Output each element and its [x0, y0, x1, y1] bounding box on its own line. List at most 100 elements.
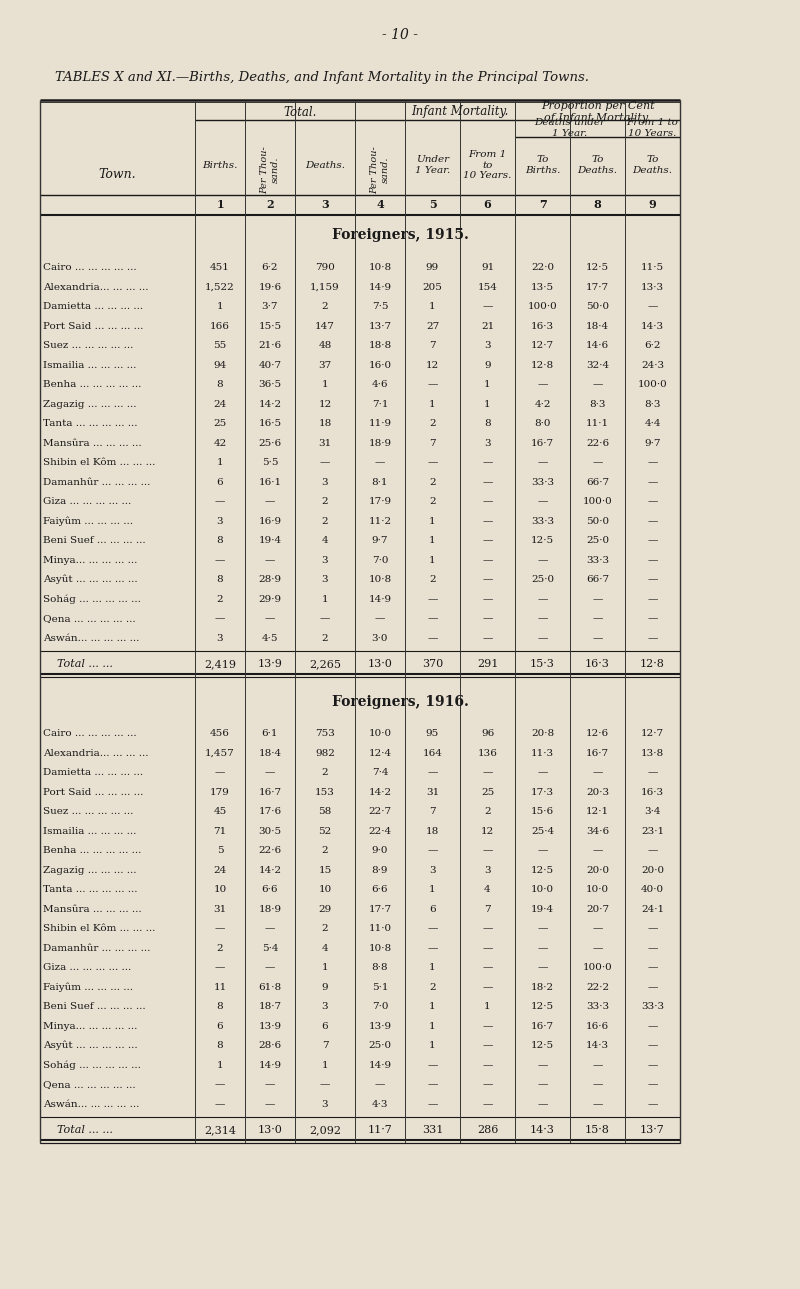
Text: 28·6: 28·6 — [258, 1042, 282, 1051]
Text: —: — — [538, 615, 548, 624]
Text: 6: 6 — [217, 1022, 223, 1031]
Text: 16·7: 16·7 — [531, 1022, 554, 1031]
Text: 18: 18 — [426, 826, 439, 835]
Text: 1,159: 1,159 — [310, 282, 340, 291]
Text: 179: 179 — [210, 788, 230, 797]
Text: —: — — [647, 556, 658, 565]
Text: 2: 2 — [266, 200, 274, 210]
Text: 33·3: 33·3 — [641, 1003, 664, 1012]
Text: 154: 154 — [478, 282, 498, 291]
Text: 7: 7 — [429, 438, 436, 447]
Text: 12·5: 12·5 — [531, 536, 554, 545]
Text: 28·9: 28·9 — [258, 575, 282, 584]
Text: 30·5: 30·5 — [258, 826, 282, 835]
Text: 8·1: 8·1 — [372, 478, 388, 487]
Text: To
Deaths.: To Deaths. — [633, 155, 673, 175]
Text: —: — — [320, 615, 330, 624]
Text: 13·9: 13·9 — [369, 1022, 391, 1031]
Text: 25: 25 — [481, 788, 494, 797]
Text: Per Thou-
sand.: Per Thou- sand. — [370, 146, 390, 193]
Text: —: — — [538, 498, 548, 507]
Text: —: — — [538, 1061, 548, 1070]
Text: —: — — [427, 944, 438, 953]
Text: 6: 6 — [484, 200, 491, 210]
Text: 11·1: 11·1 — [586, 419, 609, 428]
Text: Faiyûm ... ... ... ...: Faiyûm ... ... ... ... — [43, 517, 133, 526]
Text: - 10 -: - 10 - — [382, 28, 418, 43]
Text: 6: 6 — [322, 1022, 328, 1031]
Text: 9·7: 9·7 — [644, 438, 661, 447]
Text: —: — — [482, 924, 493, 933]
Text: 24: 24 — [214, 400, 226, 409]
Text: 10·8: 10·8 — [369, 944, 391, 953]
Text: —: — — [215, 768, 225, 777]
Text: Under
1 Year.: Under 1 Year. — [415, 155, 450, 175]
Text: TABLES X and XI.—Births, Deaths, and Infant Mortality in the Principal Towns.: TABLES X and XI.—Births, Deaths, and Inf… — [55, 71, 589, 85]
Text: 45: 45 — [214, 807, 226, 816]
Text: —: — — [427, 459, 438, 467]
Text: 17·3: 17·3 — [531, 788, 554, 797]
Text: 370: 370 — [422, 659, 443, 669]
Text: 10: 10 — [214, 886, 226, 895]
Text: 4: 4 — [376, 200, 384, 210]
Text: 94: 94 — [214, 361, 226, 370]
Text: —: — — [592, 768, 602, 777]
Text: 10·0: 10·0 — [586, 886, 609, 895]
Text: Qena ... ... ... ... ...: Qena ... ... ... ... ... — [43, 1080, 136, 1089]
Text: 2: 2 — [322, 498, 328, 507]
Text: Shibin el Kôm ... ... ...: Shibin el Kôm ... ... ... — [43, 924, 155, 933]
Text: 3·7: 3·7 — [262, 302, 278, 311]
Text: —: — — [538, 768, 548, 777]
Text: 66·7: 66·7 — [586, 478, 609, 487]
Text: 36·5: 36·5 — [258, 380, 282, 389]
Text: Damanhûr ... ... ... ...: Damanhûr ... ... ... ... — [43, 478, 150, 487]
Text: 14·2: 14·2 — [258, 400, 282, 409]
Text: —: — — [265, 498, 275, 507]
Text: 13·8: 13·8 — [641, 749, 664, 758]
Text: 12·4: 12·4 — [369, 749, 391, 758]
Text: 1: 1 — [429, 302, 436, 311]
Text: 22·0: 22·0 — [531, 263, 554, 272]
Text: 11·3: 11·3 — [531, 749, 554, 758]
Text: 9: 9 — [322, 982, 328, 991]
Text: Foreigners, 1916.: Foreigners, 1916. — [331, 695, 469, 709]
Text: 10·0: 10·0 — [531, 886, 554, 895]
Text: 33·3: 33·3 — [586, 556, 609, 565]
Text: —: — — [215, 924, 225, 933]
Text: —: — — [647, 963, 658, 972]
Text: 1: 1 — [217, 459, 223, 467]
Text: —: — — [265, 768, 275, 777]
Text: 17·9: 17·9 — [369, 498, 391, 507]
Text: Tanta ... ... ... ... ...: Tanta ... ... ... ... ... — [43, 886, 138, 895]
Text: —: — — [482, 302, 493, 311]
Text: 136: 136 — [478, 749, 498, 758]
Text: 7·0: 7·0 — [372, 1003, 388, 1012]
Text: —: — — [482, 615, 493, 624]
Text: 2: 2 — [322, 302, 328, 311]
Text: —: — — [427, 380, 438, 389]
Text: 2: 2 — [429, 478, 436, 487]
Text: —: — — [265, 924, 275, 933]
Text: 3: 3 — [484, 438, 491, 447]
Text: 22·6: 22·6 — [258, 847, 282, 855]
Text: —: — — [482, 498, 493, 507]
Text: From 1
to
10 Years.: From 1 to 10 Years. — [463, 150, 512, 180]
Text: Births.: Births. — [202, 161, 238, 169]
Text: 13·9: 13·9 — [258, 659, 282, 669]
Text: 7·5: 7·5 — [372, 302, 388, 311]
Text: 33·3: 33·3 — [586, 1003, 609, 1012]
Text: 12·5: 12·5 — [586, 263, 609, 272]
Text: 18·7: 18·7 — [258, 1003, 282, 1012]
Text: —: — — [538, 963, 548, 972]
Text: 14·9: 14·9 — [258, 1061, 282, 1070]
Text: —: — — [482, 478, 493, 487]
Text: 52: 52 — [318, 826, 332, 835]
Text: —: — — [482, 847, 493, 855]
Text: Total.: Total. — [283, 106, 317, 119]
Text: 16·9: 16·9 — [258, 517, 282, 526]
Text: —: — — [647, 498, 658, 507]
Text: —: — — [538, 556, 548, 565]
Text: —: — — [538, 594, 548, 603]
Text: 5·5: 5·5 — [262, 459, 278, 467]
Text: 40·7: 40·7 — [258, 361, 282, 370]
